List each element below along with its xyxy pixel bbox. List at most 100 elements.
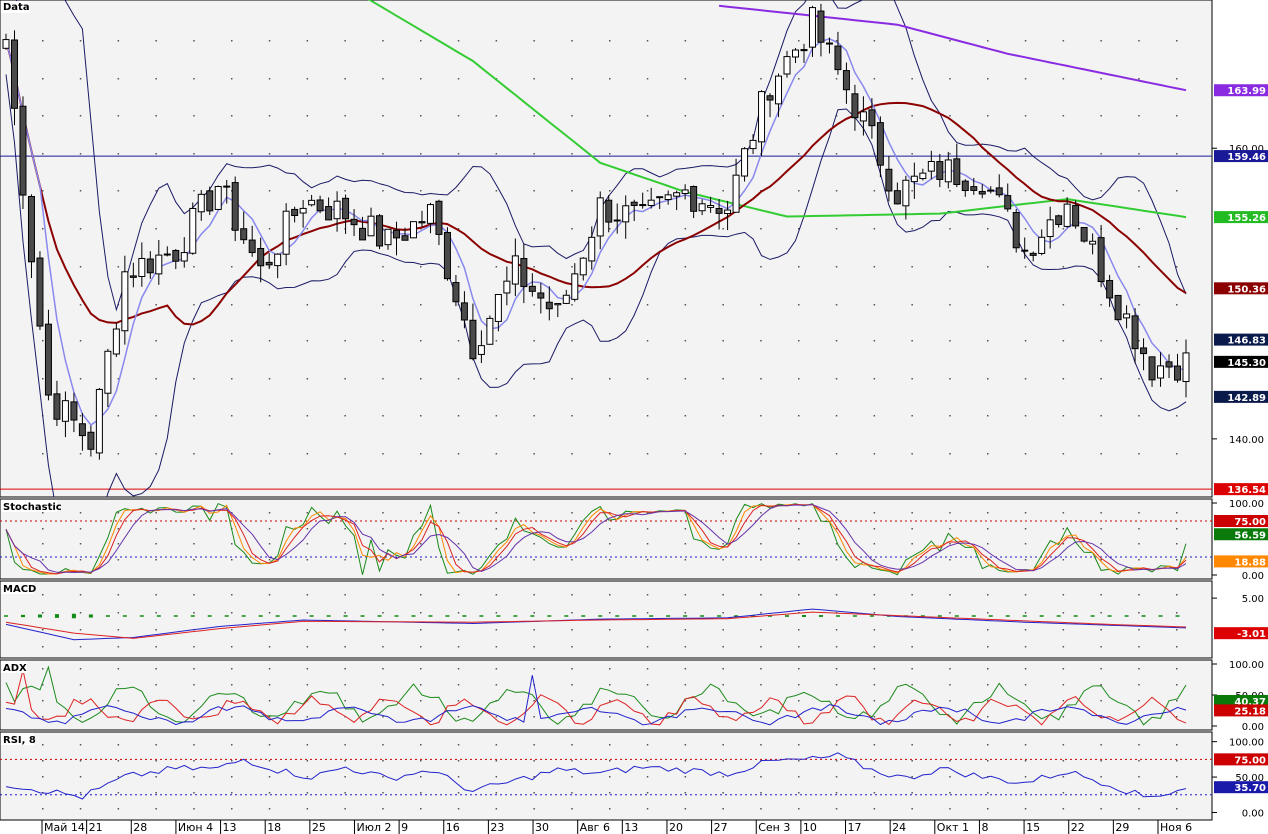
grid-dot <box>193 559 195 561</box>
candle-body <box>868 109 876 127</box>
grid-dot <box>533 190 535 192</box>
grid-dot <box>1062 744 1065 746</box>
grid-dot <box>798 153 800 155</box>
date-tick-label: Июл 2 <box>356 821 391 834</box>
grid-dot <box>268 700 271 702</box>
grid-dot <box>722 228 724 230</box>
grid-dot <box>533 512 535 514</box>
macd-histogram-bar <box>343 615 348 617</box>
grid-dot <box>495 512 498 514</box>
grid-dot <box>722 594 724 596</box>
candle-body <box>775 75 783 105</box>
grid-dot <box>835 340 838 342</box>
candle-body <box>690 185 698 212</box>
rsi-line <box>5 752 1187 800</box>
grid-dot <box>1062 612 1065 614</box>
grid-dot <box>420 78 422 80</box>
rsi-value-tag: 35.70 <box>1234 783 1266 794</box>
grid-dot <box>155 453 157 455</box>
grid-dot <box>495 40 498 42</box>
grid-dot <box>798 760 800 762</box>
grid-dot <box>1176 700 1178 702</box>
grid-dot <box>344 190 346 192</box>
stochastic-value-tag: 56.59 <box>1234 530 1266 541</box>
grid-dot <box>987 684 989 686</box>
grid-dot <box>1176 716 1178 718</box>
date-tick-label: 15 <box>1026 821 1040 834</box>
grid-dot <box>1100 543 1102 545</box>
grid-dot <box>457 528 460 530</box>
grid-dot <box>1176 776 1178 778</box>
grid-dot <box>1138 528 1140 530</box>
candle-body <box>27 195 35 263</box>
grid-dot <box>1176 228 1178 230</box>
grid-dot <box>798 646 800 648</box>
macd-histogram-bar <box>869 615 874 617</box>
candle-body <box>112 328 120 355</box>
grid-dot <box>760 415 762 417</box>
grid-dot <box>155 684 157 686</box>
grid-dot <box>42 776 44 778</box>
macd-histogram-bar <box>394 615 399 617</box>
grid-dot <box>835 266 838 268</box>
date-tick-label: 16 <box>446 821 460 834</box>
grid-dot <box>987 612 989 614</box>
grid-dot <box>609 744 611 746</box>
grid-dot <box>1176 415 1178 417</box>
grid-dot <box>344 153 346 155</box>
date-tick-label: 28 <box>133 821 147 834</box>
grid-dot <box>646 760 649 762</box>
grid-dot <box>646 646 649 648</box>
grid-dot <box>193 594 195 596</box>
grid-dot <box>1024 668 1027 670</box>
macd-histogram-bar <box>360 615 365 617</box>
grid-dot <box>911 700 913 702</box>
grid-dot <box>646 415 649 417</box>
grid-dot <box>495 266 498 268</box>
candle-body <box>231 182 239 231</box>
price-indicator-lines <box>5 0 1187 497</box>
candle-body <box>104 350 112 394</box>
grid-dot <box>609 668 611 670</box>
grid-dot <box>684 668 687 670</box>
grid-dot <box>722 378 724 380</box>
grid-dot <box>1138 760 1140 762</box>
grid-dot <box>987 716 989 718</box>
grid-dot <box>684 304 687 306</box>
grid-dot <box>646 716 649 718</box>
candle-body <box>1148 356 1156 381</box>
grid-dot <box>873 776 876 778</box>
grid-dot <box>760 792 762 794</box>
date-tick-label: 25 <box>312 821 326 834</box>
grid-dot <box>646 228 649 230</box>
grid-dot <box>1100 115 1102 117</box>
grid-dot <box>382 378 384 380</box>
grid-dot <box>760 668 762 670</box>
grid-dot <box>382 528 384 530</box>
macd-histogram-bar <box>683 615 688 617</box>
candle-body <box>223 185 231 188</box>
grid-dot <box>533 304 535 306</box>
grid-dot <box>344 266 346 268</box>
macd-histogram-bar <box>1141 615 1146 617</box>
candle-body <box>579 257 587 276</box>
macd-histogram-bar <box>207 615 212 617</box>
grid-dot <box>457 744 460 746</box>
grid-dot <box>268 559 271 561</box>
grid-dot <box>646 668 649 670</box>
grid-dot <box>1138 228 1140 230</box>
candle-body <box>44 323 52 396</box>
grid-dot <box>609 453 611 455</box>
grid-dot <box>987 228 989 230</box>
grid-dot <box>987 340 989 342</box>
candle-body <box>87 431 95 450</box>
macd-panel-label: MACD <box>3 584 36 595</box>
grid-dot <box>873 716 876 718</box>
grid-dot <box>684 153 687 155</box>
grid-dot <box>268 40 271 42</box>
grid-dot <box>193 528 195 530</box>
grid-dot <box>798 744 800 746</box>
candle-body <box>1165 361 1173 368</box>
date-tick-label: Ноя 6 <box>1160 821 1192 834</box>
grid-dot <box>1024 760 1027 762</box>
